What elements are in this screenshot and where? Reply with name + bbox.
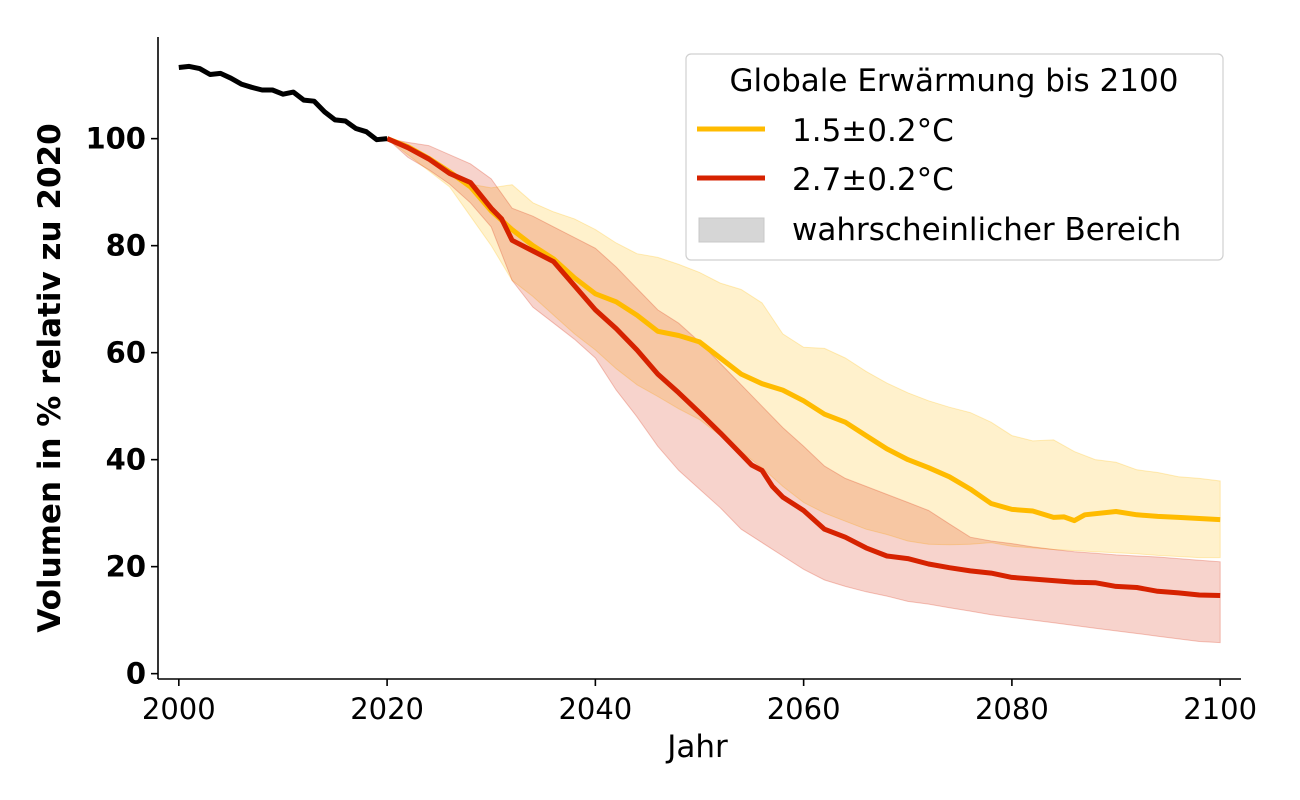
x-axis-label: Jahr [665,729,728,765]
legend-title: Globale Erwärmung bis 2100 [730,63,1179,99]
x-tick-label: 2100 [1183,692,1257,726]
x-tick-label: 2040 [558,692,632,726]
y-tick-label: 80 [106,229,146,263]
x-tick-label: 2080 [975,692,1049,726]
x-tick-label: 2000 [142,692,216,726]
line-1-5 [386,136,1221,524]
axes [157,37,1241,680]
x-ticks: 2000 2020 2040 2060 2080 2100 [142,679,1257,726]
legend-label-2-7: 2.7±0.2°C [792,162,954,198]
legend: Globale Erwärmung bis 2100 1.5±0.2°C 2.7… [685,53,1224,261]
y-axis-label: Volumen in % relativ zu 2020 [32,123,68,632]
likely-range-band-2-7 [385,137,1221,644]
legend-swatch-range [698,217,765,243]
x-tick-label: 2020 [350,692,424,726]
y-tick-label: 0 [126,657,146,691]
y-tick-label: 60 [106,336,146,370]
y-tick-label: 40 [106,443,146,477]
line-2-7 [386,136,1221,598]
legend-label-1-5: 1.5±0.2°C [792,113,954,149]
y-ticks: 0 20 40 60 80 100 [85,122,158,691]
y-tick-label: 20 [106,550,146,584]
historical-line [178,63,388,143]
y-tick-label: 100 [85,122,146,156]
series-lines [178,63,1221,598]
legend-label-range: wahrscheinlicher Bereich [792,212,1181,248]
legend-frame [685,53,1224,261]
x-tick-label: 2060 [767,692,841,726]
